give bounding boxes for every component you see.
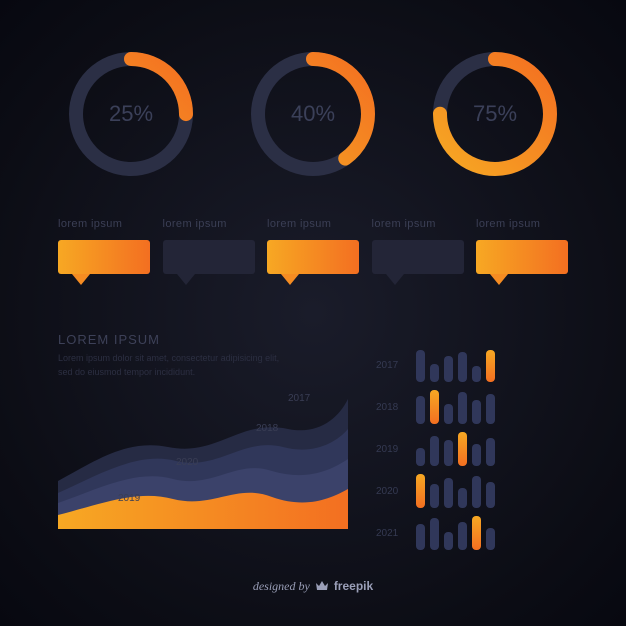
vbar-year-label: 2020 xyxy=(376,486,406,497)
vbar-set xyxy=(416,390,495,424)
area-title: LOREM IPSUM xyxy=(58,332,348,347)
donut-pct-label: 75% xyxy=(433,52,557,176)
vbar xyxy=(416,396,425,424)
tag-tail xyxy=(281,274,299,285)
tag-col-0: lorem ipsum xyxy=(58,218,150,285)
vbar xyxy=(444,478,453,508)
vbar xyxy=(444,356,453,382)
vbar xyxy=(458,432,467,466)
tag-label: lorem ipsum xyxy=(267,218,331,230)
crown-icon xyxy=(315,580,329,596)
vbar xyxy=(430,436,439,466)
tag-shape xyxy=(476,240,568,274)
vbar xyxy=(458,522,467,550)
footer-prefix: designed by xyxy=(253,579,313,593)
vbar-row: 2021 xyxy=(376,516,566,550)
vbar xyxy=(416,524,425,550)
tag-col-2: lorem ipsum xyxy=(267,218,359,285)
tag-col-4: lorem ipsum xyxy=(476,218,568,285)
vbar xyxy=(472,444,481,466)
tag-shape xyxy=(267,240,359,274)
donut-25: 25% xyxy=(69,52,193,176)
footer-brand: freepik xyxy=(334,579,373,593)
vbar xyxy=(486,482,495,508)
tag-row: lorem ipsum lorem ipsum lorem ipsum lorem i… xyxy=(58,218,568,285)
vbar xyxy=(472,516,481,550)
vbar xyxy=(444,532,453,550)
vbar-year-label: 2017 xyxy=(376,360,406,371)
vbar xyxy=(444,440,453,466)
vbar-row: 2017 xyxy=(376,348,566,382)
tag-tail xyxy=(177,274,195,285)
tag-label: lorem ipsum xyxy=(58,218,122,230)
vbar xyxy=(444,404,453,424)
vbar xyxy=(416,474,425,508)
vbar xyxy=(430,364,439,382)
tag-label: lorem ipsum xyxy=(372,218,436,230)
tag-tail xyxy=(72,274,90,285)
tag-shape xyxy=(163,240,255,274)
vbar xyxy=(472,476,481,508)
tag-shape xyxy=(58,240,150,274)
donut-row: 25% 40% 75% xyxy=(0,52,626,176)
area-year-label: 2017 xyxy=(288,393,310,404)
vbar xyxy=(430,518,439,550)
vbar xyxy=(430,390,439,424)
area-subtitle: Lorem ipsum dolor sit amet, consectetur … xyxy=(58,352,288,379)
vbar xyxy=(458,392,467,424)
vbar-set xyxy=(416,348,495,382)
tag-col-1: lorem ipsum xyxy=(163,218,255,285)
vbar-row: 2020 xyxy=(376,474,566,508)
vbar-set xyxy=(416,516,495,550)
vbar-row: 2018 xyxy=(376,390,566,424)
vbar xyxy=(486,438,495,466)
vbar xyxy=(430,484,439,508)
vbar xyxy=(486,350,495,382)
vbar-year-label: 2018 xyxy=(376,402,406,413)
tag-tail xyxy=(490,274,508,285)
vbar xyxy=(416,350,425,382)
tag-label: lorem ipsum xyxy=(476,218,540,230)
tag-col-3: lorem ipsum xyxy=(372,218,464,285)
donut-pct-label: 40% xyxy=(251,52,375,176)
area-year-label: 2018 xyxy=(256,423,278,434)
vbar-year-label: 2019 xyxy=(376,444,406,455)
area-chart-block: LOREM IPSUM Lorem ipsum dolor sit amet, … xyxy=(58,332,348,529)
vbar xyxy=(458,352,467,382)
vbar-set xyxy=(416,474,495,508)
area-year-label: 2019 xyxy=(118,493,140,504)
donut-40: 40% xyxy=(251,52,375,176)
vbar xyxy=(486,528,495,550)
tag-shape xyxy=(372,240,464,274)
vbar xyxy=(458,488,467,508)
vbar-row: 2019 xyxy=(376,432,566,466)
vbar xyxy=(472,400,481,424)
vbar xyxy=(486,394,495,424)
donut-75: 75% xyxy=(433,52,557,176)
area-year-label: 2020 xyxy=(176,457,198,468)
vbar-block: 2017 2018 2019 2020 2021 xyxy=(376,348,566,558)
vbar-year-label: 2021 xyxy=(376,528,406,539)
vbar xyxy=(416,448,425,466)
footer-credit: designed by freepik xyxy=(0,579,626,596)
tag-tail xyxy=(386,274,404,285)
donut-pct-label: 25% xyxy=(69,52,193,176)
vbar xyxy=(472,366,481,382)
area-chart: 2017 2018 2020 2019 xyxy=(58,389,348,529)
tag-label: lorem ipsum xyxy=(163,218,227,230)
vbar-set xyxy=(416,432,495,466)
